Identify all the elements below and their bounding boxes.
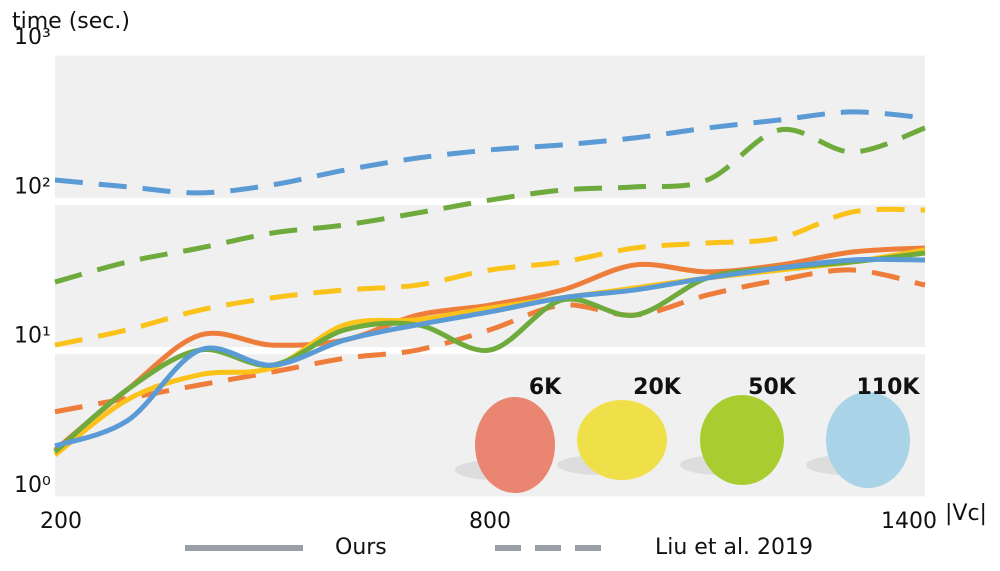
model-label: 6K xyxy=(529,375,562,400)
solid-line xyxy=(54,256,926,449)
dashed-line xyxy=(54,125,926,285)
y-tick-label: 10¹ xyxy=(14,324,51,349)
mesh-image xyxy=(826,392,910,488)
x-tick-label: 800 xyxy=(469,509,511,534)
thumbnails xyxy=(455,392,910,493)
dashed-line xyxy=(54,267,926,415)
x-axis-label: |Vc| xyxy=(945,501,987,526)
model-label: 20K xyxy=(633,375,682,400)
y-tick-label: 10² xyxy=(14,174,51,199)
mesh-image xyxy=(475,397,555,493)
legend-label: Ours xyxy=(335,535,387,560)
y-axis-label: time (sec.) xyxy=(12,9,130,34)
x-tick-label: 1400 xyxy=(881,509,937,534)
mesh-image xyxy=(700,395,784,485)
dashed-line xyxy=(54,206,926,348)
legend-label: Liu et al. 2019 xyxy=(655,535,813,560)
x-tick-label: 200 xyxy=(40,509,82,534)
y-tick-label: 10³ xyxy=(14,25,51,50)
dashed-line xyxy=(54,109,926,196)
model-label: 110K xyxy=(857,375,921,400)
mesh-image xyxy=(577,400,667,480)
y-tick-label: 10⁰ xyxy=(14,473,51,498)
solid-line xyxy=(53,245,926,452)
model-label: 50K xyxy=(748,375,797,400)
